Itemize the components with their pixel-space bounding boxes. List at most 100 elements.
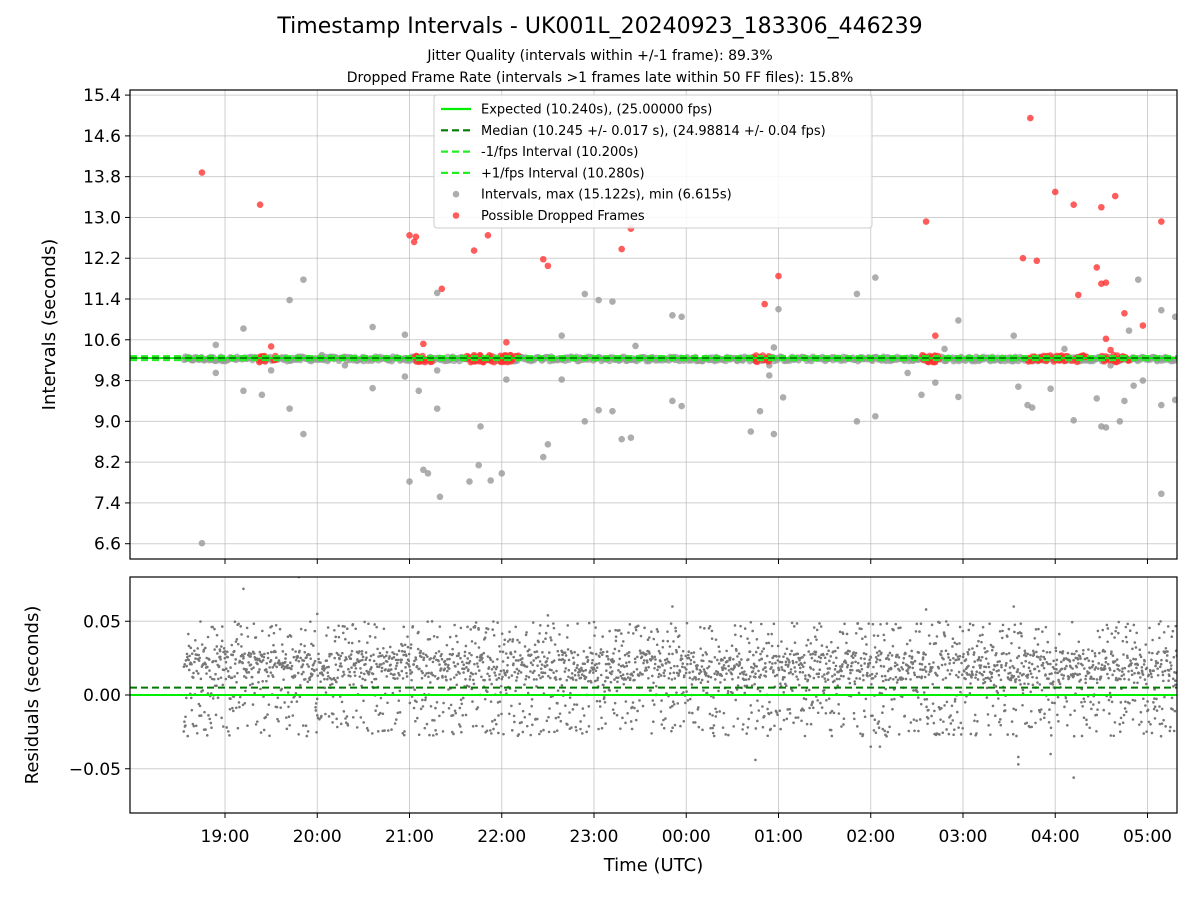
residual-point	[773, 674, 777, 678]
residual-point	[335, 680, 338, 684]
residual-point	[859, 657, 863, 660]
residual-point	[923, 698, 927, 701]
residual-point	[966, 652, 970, 656]
residual-point	[824, 662, 828, 665]
residual-point	[905, 642, 909, 646]
residual-point	[492, 634, 496, 637]
residual-point	[984, 665, 988, 669]
residual-point	[490, 732, 493, 735]
residual-point	[967, 648, 971, 651]
residual-point	[883, 674, 887, 678]
residual-point	[1145, 682, 1148, 686]
residual-point	[501, 675, 504, 679]
residual-point	[401, 644, 404, 648]
residual-point	[339, 722, 343, 726]
residual-point	[452, 661, 456, 664]
residual-point	[993, 714, 997, 718]
residual-point	[257, 680, 260, 684]
interval-point	[669, 312, 676, 319]
residual-point	[691, 678, 694, 681]
residual-point	[714, 638, 718, 641]
residual-point	[788, 707, 791, 711]
residual-point	[746, 658, 750, 661]
residual-point	[1064, 696, 1068, 700]
residual-point	[305, 734, 309, 738]
residual-point	[288, 723, 291, 727]
residual-point	[223, 649, 227, 653]
residual-point	[1106, 627, 1110, 630]
residual-point	[1172, 655, 1176, 659]
residual-point	[979, 666, 982, 670]
residual-point	[534, 656, 538, 660]
interval-point	[770, 344, 778, 351]
residual-point	[844, 661, 848, 665]
residual-point	[845, 665, 849, 669]
residual-point	[866, 671, 869, 675]
interval-point	[544, 440, 552, 448]
residual-point	[921, 656, 925, 659]
residual-point	[325, 659, 329, 662]
interval-point	[300, 430, 307, 438]
residual-point	[1000, 665, 1003, 669]
residual-point	[240, 633, 243, 636]
residual-point	[826, 678, 830, 681]
residual-point	[932, 721, 936, 725]
residual-point	[538, 660, 542, 663]
residual-point	[1020, 634, 1023, 638]
residual-point	[841, 663, 844, 666]
residual-point	[786, 708, 790, 711]
residual-point	[350, 641, 354, 645]
residual-point	[347, 655, 351, 658]
residual-point	[750, 684, 754, 687]
residual-point	[386, 729, 390, 732]
residual-point	[657, 649, 661, 653]
residual-point	[500, 712, 503, 716]
dropped-frame-point	[1050, 358, 1058, 365]
residual-point	[891, 644, 895, 648]
residual-point	[913, 659, 917, 663]
residual-point	[313, 659, 317, 663]
residual-point	[613, 701, 617, 705]
residual-point	[802, 653, 806, 657]
residual-point	[1138, 653, 1142, 657]
residual-point	[830, 674, 834, 678]
residual-point	[995, 663, 999, 667]
residual-point	[762, 714, 766, 718]
residual-point	[889, 676, 892, 680]
residual-point	[363, 678, 367, 682]
top-y-tick-label: 7.4	[94, 494, 121, 514]
residual-point	[1147, 720, 1151, 724]
residual-point	[1152, 669, 1155, 672]
residual-point	[462, 663, 465, 667]
dropped-frame-point	[1070, 201, 1077, 209]
residual-point	[825, 698, 828, 702]
residual-point	[658, 652, 662, 655]
residual-point	[771, 671, 775, 674]
residual-point	[656, 668, 659, 672]
residual-point	[224, 677, 228, 681]
residual-point	[530, 653, 533, 657]
residual-point	[725, 649, 728, 653]
residual-point	[438, 663, 441, 666]
residual-point	[741, 728, 744, 731]
residual-point	[1095, 729, 1098, 733]
residual-point	[243, 701, 247, 705]
residual-point	[482, 651, 486, 655]
residual-point	[875, 660, 878, 664]
residual-point	[226, 730, 230, 733]
residual-point	[520, 661, 524, 664]
residual-point	[629, 720, 633, 723]
residual-point	[248, 683, 252, 687]
residual-point	[412, 663, 416, 666]
residual-point	[738, 661, 742, 665]
residual-point	[407, 659, 411, 663]
residual-point	[258, 668, 261, 671]
residual-point	[443, 659, 447, 663]
residual-point	[477, 669, 481, 672]
residual-point	[873, 646, 877, 649]
residual-point	[992, 683, 996, 687]
residual-point	[988, 677, 991, 681]
residual-point	[1005, 635, 1009, 638]
residual-point	[381, 654, 384, 657]
residual-point	[1054, 671, 1057, 674]
